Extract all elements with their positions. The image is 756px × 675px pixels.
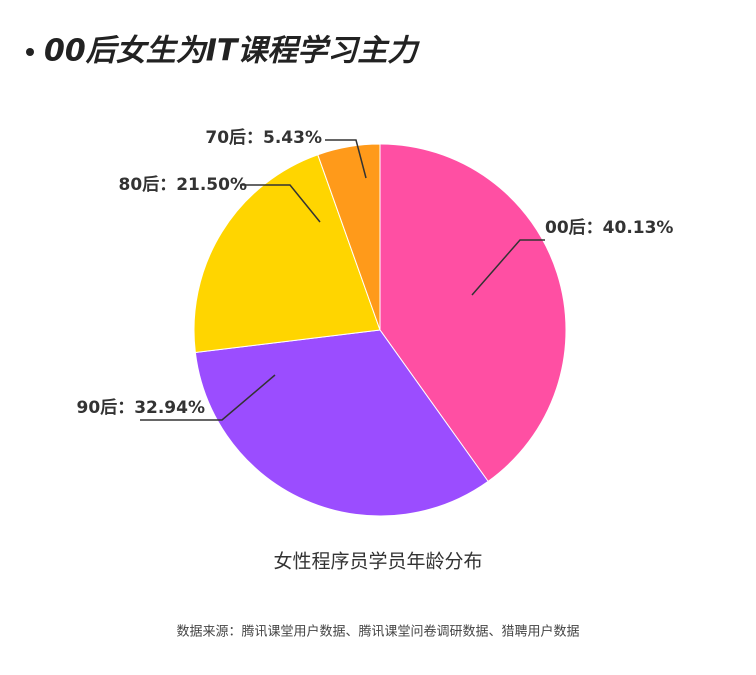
- value-label: 00后：40.13%: [545, 218, 673, 238]
- pie-slice: [317, 143, 381, 331]
- pie-slice: [193, 154, 381, 354]
- pie-slice: [194, 329, 489, 517]
- chart-subtitle: 女性程序员学员年龄分布: [273, 551, 482, 573]
- leader-line: [140, 374, 276, 421]
- leader-line: [240, 184, 321, 223]
- source-note: 数据来源：腾讯课堂用户数据、腾讯课堂问卷调研数据、猎聘用户数据: [176, 624, 579, 640]
- leader-line: [325, 139, 367, 179]
- pie: [193, 143, 567, 517]
- chart-title: 00后女生为IT课程学习主力: [44, 34, 420, 69]
- leader-line: [471, 239, 545, 296]
- title-bullet: [26, 48, 34, 56]
- value-label: 70后：5.43%: [205, 128, 322, 148]
- value-label: 90后：32.94%: [77, 398, 205, 418]
- pie-slice: [379, 143, 567, 483]
- value-label: 80后：21.50%: [119, 175, 247, 195]
